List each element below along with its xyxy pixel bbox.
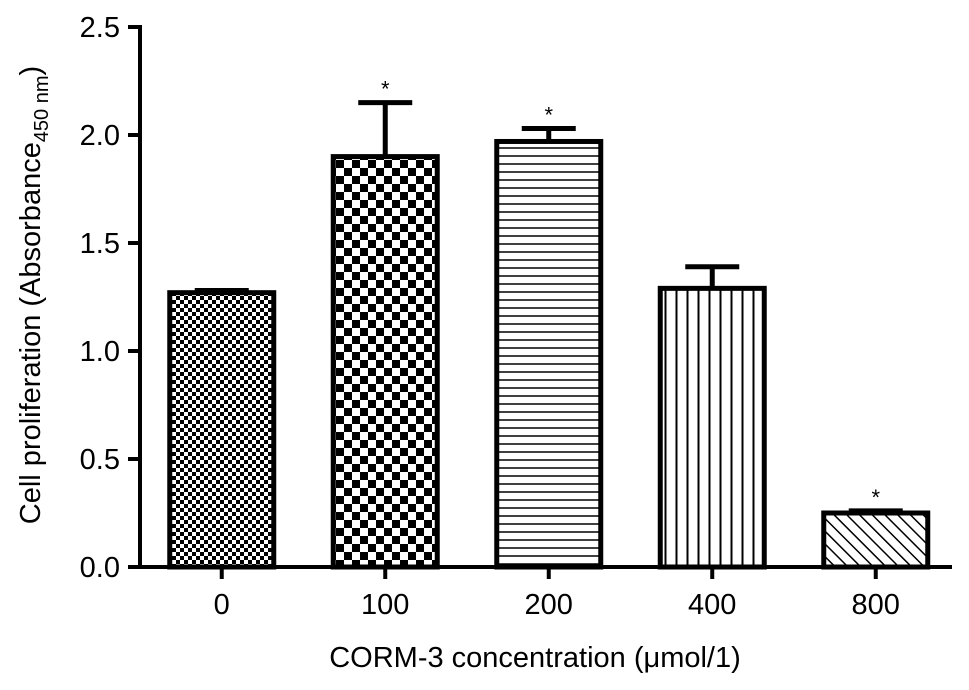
axes: [128, 25, 952, 579]
significance-marker: *: [381, 77, 390, 102]
bar-400: [657, 285, 767, 570]
x-tick-label: 200: [525, 589, 573, 621]
x-tick-label: 0: [214, 589, 230, 621]
y-tick-label: 2.0: [80, 120, 120, 152]
y-axis-title: Cell proliferation (Absorbance450 nm): [15, 66, 53, 524]
y-tick-label: 1.0: [80, 336, 120, 368]
y-tick-label: 2.5: [80, 12, 120, 44]
significance-marker: *: [544, 103, 553, 128]
bar-100: [330, 154, 440, 570]
y-axis-title-subscript: 450 nm: [31, 75, 53, 142]
x-tick-label: 100: [361, 589, 409, 621]
x-tick-label: 800: [852, 589, 900, 621]
x-axis-title: CORM-3 concentration (μmol/1): [329, 642, 741, 674]
y-tick-label: 0.0: [80, 552, 120, 584]
bar-200: [494, 138, 604, 570]
significance-marker: *: [871, 485, 880, 510]
y-axis-title-main: Cell proliferation (Absorbance: [15, 142, 47, 524]
bar-800: [821, 510, 931, 570]
x-tick-label: 400: [688, 589, 736, 621]
y-tick-label: 1.5: [80, 228, 120, 260]
bar-0: [167, 290, 277, 570]
axis-labels: 0 * 100 * 200 400 * 800 0.0 0.5 1.0 1.5 2.0 2.5: [80, 12, 900, 621]
y-axis-title-close: ): [15, 66, 47, 76]
plot-area: [167, 100, 931, 570]
y-tick-label: 0.5: [80, 444, 120, 476]
